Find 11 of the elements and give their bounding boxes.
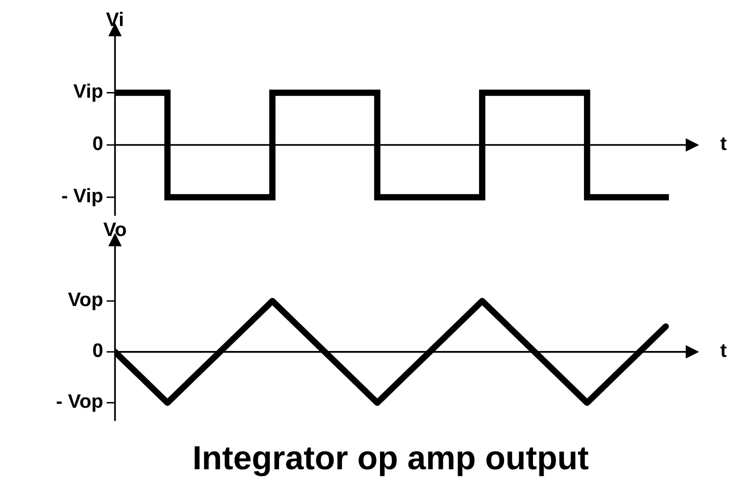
x-axis-title: t (720, 137, 726, 150)
y-axis-title: Vi (106, 12, 123, 26)
text: Vop (68, 292, 102, 310)
text: 0 (93, 343, 102, 358)
y-axis-title: Vo (103, 222, 126, 236)
text: Integrator op amp output (194, 446, 588, 476)
text: - Vip (62, 188, 102, 206)
text: Vip (73, 84, 102, 102)
text: 0 (93, 136, 102, 150)
x-axis-title: t (720, 344, 726, 358)
text: - Vop (56, 394, 102, 412)
